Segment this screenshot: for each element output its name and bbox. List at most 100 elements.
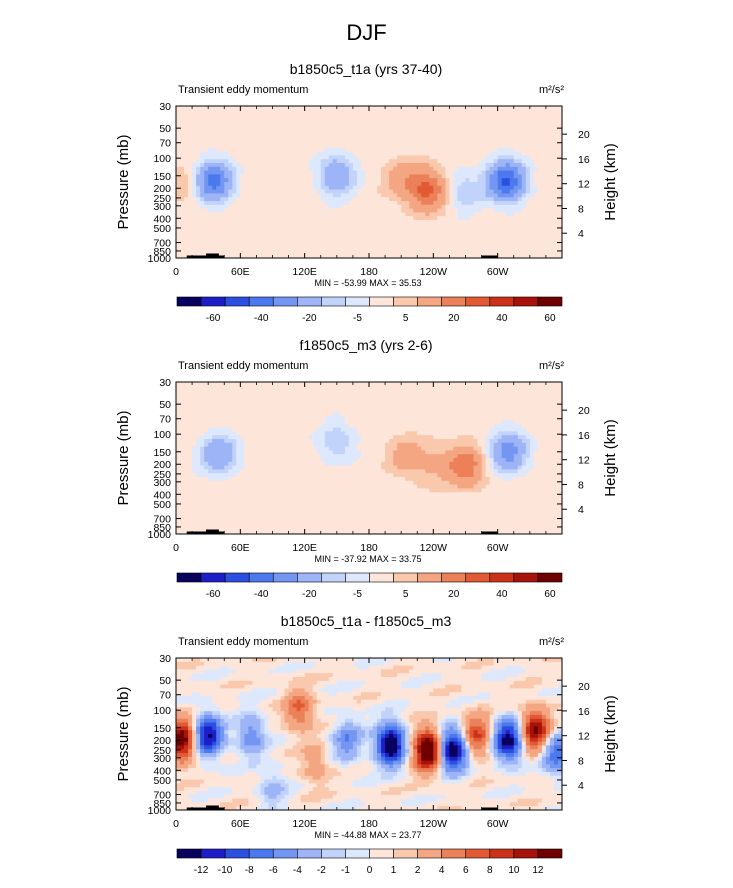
- height-tick-label: 16: [578, 706, 590, 718]
- colorbar-label: -6: [269, 865, 278, 876]
- y-tick-label: 100: [153, 429, 171, 441]
- colorbar-box: [513, 572, 539, 583]
- panel-stats: MIN = -44.88 MAX = 23.77: [314, 830, 421, 840]
- colorbar-label: -5: [353, 313, 362, 324]
- y-tick-label: 400: [153, 213, 171, 225]
- y-tick-label: 300: [153, 201, 171, 213]
- colorbar-box: [393, 296, 418, 307]
- colorbar-box: [489, 848, 515, 859]
- y-tick-label: 150: [153, 171, 171, 183]
- panel-stats: MIN = -53.99 MAX = 35.53: [314, 278, 421, 288]
- contour-field: [176, 658, 562, 810]
- panel-difference: b1850c5_t1a - f1850c5_m3 Transient eddy m…: [115, 613, 619, 876]
- colorbar-box: [513, 848, 539, 859]
- colorbar-label: 6: [463, 865, 469, 876]
- y-tick-label: 250: [153, 193, 171, 205]
- topography: [481, 807, 498, 810]
- topography: [481, 531, 498, 534]
- panel-title: b1850c5_t1a (yrs 37-40): [290, 61, 443, 77]
- colorbar-box: [176, 296, 202, 307]
- colorbar-box: [224, 848, 250, 859]
- y-axis-label: Pressure (mb): [115, 686, 132, 781]
- height-tick-label: 20: [578, 681, 590, 693]
- colorbar-label: 0: [367, 865, 373, 876]
- x-tick-label: 60E: [231, 542, 250, 554]
- panel-f1850c5: f1850c5_m3 (yrs 2-6) Transient eddy momen…: [115, 337, 619, 600]
- colorbar-label: 10: [508, 865, 520, 876]
- panel-units: m²/s²: [539, 84, 564, 96]
- x-tick-label: 60W: [487, 266, 509, 278]
- colorbar-label: -20: [302, 589, 317, 600]
- y-tick-label: 100: [153, 153, 171, 165]
- colorbar-box: [369, 296, 394, 307]
- height-tick-label: 12: [578, 455, 590, 467]
- contour-field: [176, 106, 562, 258]
- colorbar-box: [200, 296, 226, 307]
- y-tick-label: 70: [159, 138, 171, 150]
- panel-title: f1850c5_m3 (yrs 2-6): [299, 337, 432, 353]
- colorbar-label: 5: [403, 313, 409, 324]
- y-tick-label: 400: [153, 765, 171, 777]
- y-tick-label: 850: [153, 246, 171, 258]
- colorbar-label: -10: [218, 865, 233, 876]
- colorbar-box: [224, 572, 250, 583]
- colorbar-box: [537, 572, 563, 583]
- height-tick-label: 12: [578, 179, 590, 191]
- height-tick-label: 4: [578, 504, 584, 516]
- y-tick-label: 500: [153, 223, 171, 235]
- x-tick-label: 180: [360, 542, 378, 554]
- colorbar-box: [345, 848, 370, 859]
- colorbar-box: [393, 572, 418, 583]
- colorbar-box: [200, 572, 226, 583]
- y-axis-label: Pressure (mb): [115, 134, 132, 229]
- y-tick-label: 150: [153, 447, 171, 459]
- height-axis-label: Height (km): [602, 143, 619, 221]
- colorbar-label: -12: [194, 865, 209, 876]
- figure-title: DJF: [346, 20, 387, 45]
- colorbar-label: 20: [448, 589, 460, 600]
- colorbar-box: [345, 296, 370, 307]
- x-tick-label: 60E: [231, 818, 250, 830]
- y-tick-label: 50: [159, 123, 171, 135]
- colorbar-box: [417, 296, 442, 307]
- height-tick-label: 8: [578, 203, 584, 215]
- panel-subtitle: Transient eddy momentum: [178, 84, 308, 96]
- colorbar-label: -8: [245, 865, 254, 876]
- colorbar-box: [200, 848, 226, 859]
- colorbar-label: 1: [391, 865, 397, 876]
- colorbar-box: [272, 572, 298, 583]
- panel-b1850c5: b1850c5_t1a (yrs 37-40) Transient eddy mo…: [115, 61, 619, 324]
- colorbar-box: [248, 848, 274, 859]
- colorbar-box: [441, 848, 467, 859]
- colorbar-label: 2: [415, 865, 421, 876]
- colorbar-label: 60: [544, 589, 556, 600]
- colorbar-label: 60: [544, 313, 556, 324]
- panel-subtitle: Transient eddy momentum: [178, 360, 308, 372]
- colorbar-box: [321, 296, 346, 307]
- colorbar-box: [465, 296, 491, 307]
- y-tick-label: 30: [159, 653, 171, 665]
- colorbar-box: [417, 572, 442, 583]
- colorbar-label: -4: [293, 865, 302, 876]
- y-tick-label: 700: [153, 238, 171, 250]
- height-tick-label: 16: [578, 430, 590, 442]
- colorbar-box: [297, 296, 322, 307]
- y-tick-label: 250: [153, 469, 171, 481]
- y-tick-label: 700: [153, 514, 171, 526]
- y-tick-label: 50: [159, 675, 171, 687]
- x-tick-label: 180: [360, 818, 378, 830]
- topography: [206, 253, 219, 258]
- colorbar-box: [176, 848, 202, 859]
- y-tick-label: 700: [153, 790, 171, 802]
- height-tick-label: 20: [578, 405, 590, 417]
- y-tick-label: 50: [159, 399, 171, 411]
- colorbar-box: [176, 572, 202, 583]
- colorbar-label: -40: [254, 589, 269, 600]
- colorbar-box: [297, 848, 322, 859]
- y-tick-label: 200: [153, 459, 171, 471]
- height-tick-label: 12: [578, 731, 590, 743]
- colorbar-label: 5: [403, 589, 409, 600]
- colorbar-label: 12: [532, 865, 544, 876]
- topography: [186, 531, 225, 534]
